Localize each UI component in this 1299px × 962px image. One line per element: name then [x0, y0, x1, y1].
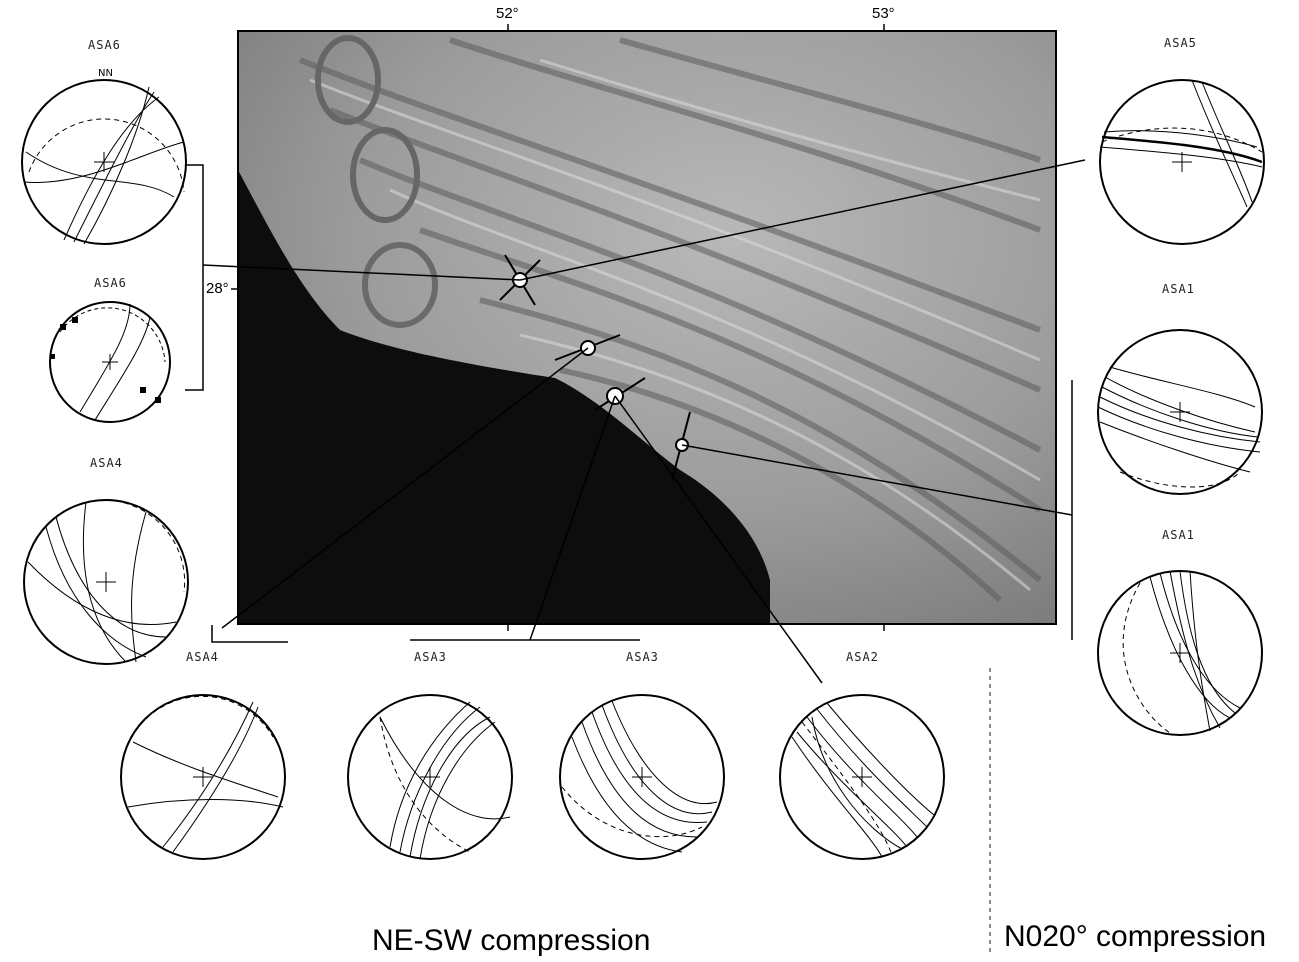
stereonet-asa4-a — [23, 499, 189, 665]
net-label-asa4-b: ASA4 — [186, 650, 219, 664]
leader-lines — [185, 159, 1086, 955]
stereonet-asa5 — [1099, 79, 1265, 245]
site-marker-3 — [594, 377, 646, 411]
net-label-asa1-a: ASA1 — [1162, 282, 1195, 296]
map-ticks — [231, 24, 885, 631]
net-label-asa5: ASA5 — [1164, 36, 1197, 50]
stereonet-asa1-a — [1097, 329, 1263, 495]
net-label-asa6-b: ASA6 — [94, 276, 127, 290]
svg-text:NN: NN — [98, 68, 113, 79]
stereonet-asa6-a: NN — [21, 68, 187, 245]
stereonet-asa3-a — [347, 694, 513, 860]
latitude-label-28: 28° — [206, 280, 229, 297]
stereonet-asa6-b — [49, 301, 171, 423]
satellite-map — [237, 30, 1057, 625]
net-label-asa1-b: ASA1 — [1162, 528, 1195, 542]
stereonet-asa4-b — [120, 694, 286, 860]
caption-ne-sw-compression: NE-SW compression — [372, 924, 651, 957]
longitude-label-53: 53° — [872, 5, 895, 22]
net-label-asa3-a: ASA3 — [414, 650, 447, 664]
stereonet-asa3-b — [559, 694, 725, 860]
stereonet-asa2 — [779, 694, 945, 860]
net-label-asa4-a: ASA4 — [90, 456, 123, 470]
net-label-asa6-a: ASA6 — [88, 38, 121, 52]
net-label-asa3-b: ASA3 — [626, 650, 659, 664]
longitude-label-52: 52° — [496, 5, 519, 22]
stereonet-asa1-b — [1097, 570, 1263, 736]
caption-n020-compression: N020° compression — [1004, 920, 1267, 953]
net-label-asa2: ASA2 — [846, 650, 879, 664]
site-marker-4 — [671, 411, 691, 481]
